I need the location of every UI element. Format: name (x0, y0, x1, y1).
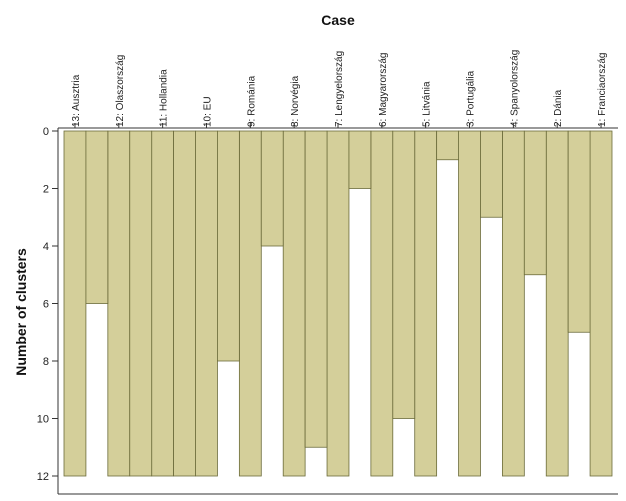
merge-bar (260, 130, 284, 247)
case-bar (458, 130, 481, 477)
merge-bar (348, 130, 372, 189)
case-label: 2: Dánia (553, 89, 564, 127)
y-tick-label: 2 (43, 184, 49, 196)
y-tick-label: 10 (37, 414, 49, 426)
case-bar (195, 130, 218, 477)
case-label: 3: Portugália (466, 70, 477, 127)
y-tick-label: 12 (37, 471, 49, 483)
case-bar (370, 130, 394, 477)
case-label: 5: Litvánia (422, 81, 433, 127)
case-bar (238, 130, 262, 477)
case-bar (107, 130, 131, 477)
merge-bar (173, 130, 196, 477)
case-bar (326, 130, 350, 477)
case-label: 1: Franciaország (597, 53, 608, 127)
merge-bar (436, 130, 459, 161)
case-label: 13: Ausztria (71, 74, 82, 127)
y-tick-label: 4 (43, 241, 49, 253)
case-bar (545, 130, 569, 477)
case-bar (282, 130, 306, 477)
merge-bar (567, 130, 591, 333)
merge-bar (392, 130, 416, 419)
case-label: 9: Románia (246, 75, 257, 127)
y-axis-label: Number of clusters (13, 248, 29, 376)
case-label: 6: Magyarország (378, 53, 389, 127)
y-tick-label: 8 (43, 356, 49, 368)
case-label: 8: Norvégia (290, 75, 301, 127)
case-bar (151, 130, 174, 477)
case-bar (501, 130, 525, 477)
case-label: 11: Hollandia (159, 69, 170, 127)
plot-area: 0 2 4 6 8 10 12 13: Ausztria 12: Olaszország 11: … (37, 50, 618, 495)
case-label: 10: EU (202, 96, 213, 127)
y-tick-label: 0 (43, 126, 49, 138)
chart-title: Case (321, 12, 355, 28)
merge-bar (217, 130, 240, 362)
merge-bar (85, 130, 109, 304)
case-label: 4: Spanyolország (509, 50, 520, 127)
merge-bar (304, 130, 328, 448)
y-tick-label: 6 (43, 299, 49, 311)
case-bar (414, 130, 438, 477)
merge-bar (523, 130, 547, 276)
case-bar (589, 130, 613, 477)
merge-bar (129, 130, 153, 477)
case-label: 7: Lengyelország (334, 51, 345, 127)
merge-bar (480, 130, 503, 218)
case-label: 12: Olaszország (115, 55, 126, 127)
case-bar (63, 130, 87, 477)
